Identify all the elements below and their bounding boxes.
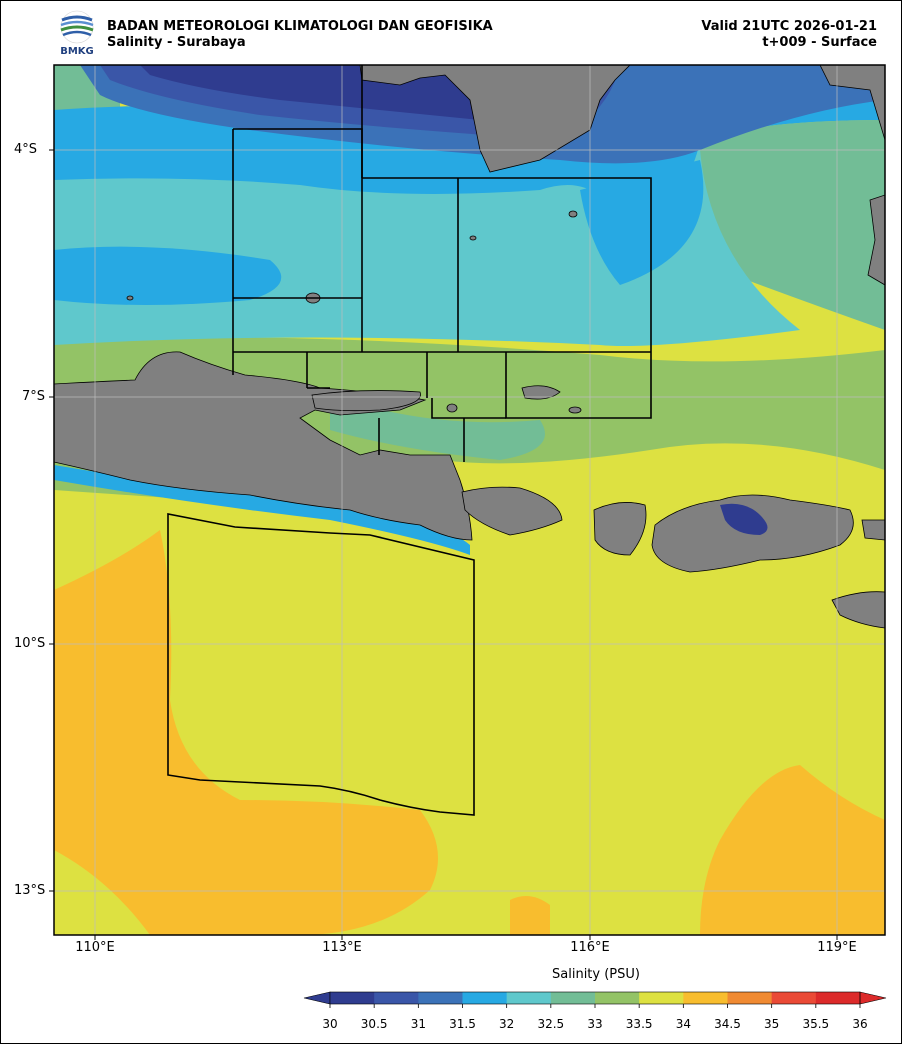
small-island-3 (568, 210, 578, 218)
salinity-34-patch-southeast (700, 765, 885, 935)
map-border (53, 64, 886, 936)
colorbar-segment (727, 992, 773, 1004)
colorbar-segment (771, 992, 817, 1004)
colorbar-tick-label: 32 (499, 1017, 515, 1031)
map-field (54, 65, 885, 935)
colorbar-extend-low (303, 991, 331, 1005)
forecast-step: t+009 - Surface (762, 35, 877, 50)
sumba-island (831, 591, 885, 629)
colorbar-segment (639, 992, 684, 1004)
madura-island (311, 390, 421, 412)
colorbar-tick-label: 34 (675, 1017, 691, 1031)
header-right: Valid 21UTC 2026-01-21 t+009 - Surface (701, 19, 877, 51)
lat-label-7s: 7°S (22, 389, 46, 404)
coastal-low-salinity-java (54, 465, 470, 555)
small-island-2 (568, 406, 582, 414)
colorbar-extend-high (859, 991, 887, 1005)
lat-label-4s: 4°S (14, 142, 38, 157)
header-left: BADAN METEOROLOGI KLIMATOLOGI DAN GEOFIS… (107, 19, 493, 51)
lombok-island (593, 502, 647, 556)
product-name: Salinity - Surabaya (107, 35, 246, 50)
colorbar-tick-label: 36 (852, 1017, 868, 1031)
colorbar-tick-label: 33 (587, 1017, 603, 1031)
salinity-31-5-patch-east (580, 160, 704, 285)
colorbar-segment (462, 992, 508, 1004)
kangean-island (521, 385, 561, 400)
lat-label-10s: 10°S (14, 636, 46, 651)
lon-label-119e: 119°E (817, 940, 857, 955)
colorbar-segment (418, 992, 463, 1004)
lon-label-110e: 110°E (75, 940, 115, 955)
colorbar-tick-label: 30 (322, 1017, 338, 1031)
region-boundaries (167, 65, 652, 816)
logo-text: BMKG (60, 46, 94, 56)
lat-label-13s: 13°S (14, 883, 46, 898)
valid-time: Valid 21UTC 2026-01-21 (701, 19, 877, 34)
salinity-31-5-patch (54, 246, 282, 305)
land (54, 65, 885, 629)
colorbar-tick-label: 34.5 (714, 1017, 741, 1031)
colorbar-tick-label: 32.5 (537, 1017, 565, 1031)
colorbar-tick-label: 31.5 (449, 1017, 476, 1031)
colorbar-tick-label: 33.5 (625, 1017, 653, 1031)
lon-label-113e: 113°E (322, 940, 362, 955)
sulawesi-island (819, 65, 885, 141)
colorbar-tick-label: 30.5 (360, 1017, 388, 1031)
colorbar-segment (506, 992, 552, 1004)
colorbar-segment (550, 992, 596, 1004)
salinity-34-patch-south (510, 896, 550, 935)
bali-island (461, 486, 563, 536)
salinity-30-band (140, 65, 520, 120)
colorbar-segment (374, 992, 419, 1004)
small-island-1 (446, 403, 458, 413)
flores-edge (861, 519, 885, 541)
salinity-33-5-corner (54, 850, 150, 935)
sulawesi-south-tip (867, 194, 885, 286)
org-name: BADAN METEOROLOGI KLIMATOLOGI DAN GEOFIS… (107, 19, 493, 34)
small-island-5 (126, 295, 134, 301)
colorbar-tick-label: 35 (764, 1017, 780, 1031)
bmkg-logo: BMKG (60, 10, 94, 56)
colorbar-segment (815, 992, 861, 1004)
saleh-bay (720, 503, 768, 535)
colorbar-title: Salinity (PSU) (552, 967, 640, 982)
graticule (54, 65, 885, 935)
colorbar (303, 991, 887, 1008)
colorbar-segment (595, 992, 640, 1004)
colorbar-tick-label: 31 (410, 1017, 426, 1031)
colorbar-segment (330, 992, 375, 1004)
lon-label-116e: 116°E (570, 940, 610, 955)
small-island-4 (469, 235, 477, 241)
axis-ticks (49, 149, 838, 940)
colorbar-tick-label: 35.5 (802, 1017, 830, 1031)
colorbar-segment (683, 992, 728, 1004)
